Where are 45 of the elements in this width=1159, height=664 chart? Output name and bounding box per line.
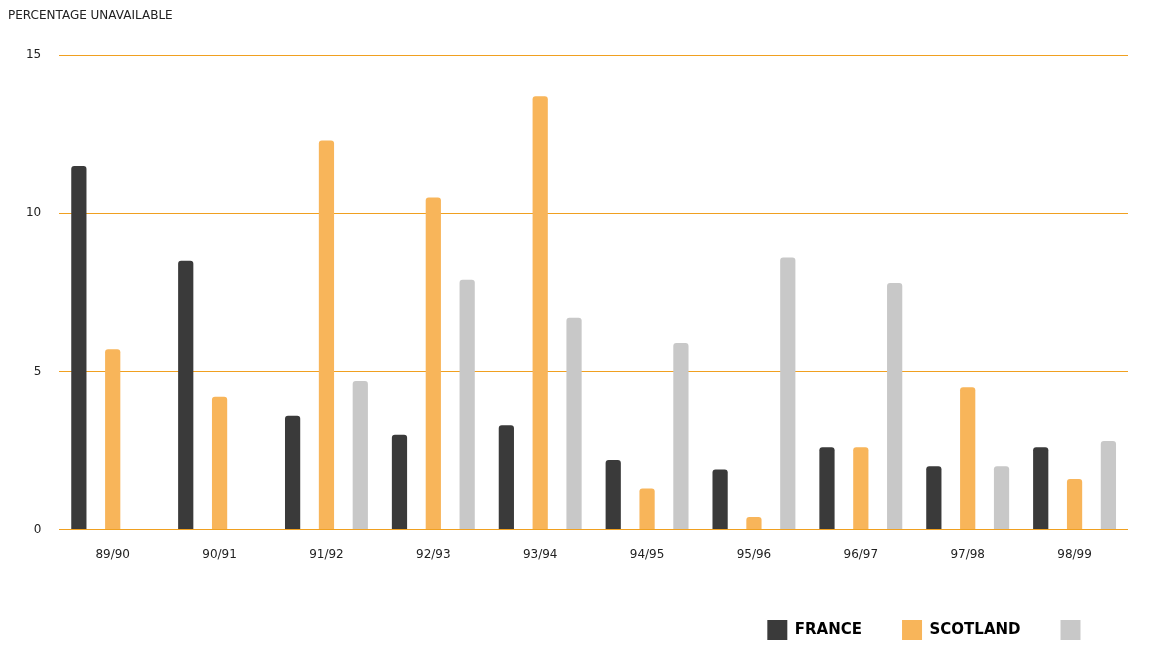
bar [71, 165, 87, 530]
bar [352, 380, 368, 530]
x-tick-label: 96/97 [843, 546, 879, 561]
bar [887, 282, 903, 530]
x-tick-label: 89/90 [95, 546, 130, 561]
x-tick-label: 93/94 [522, 546, 558, 561]
bar [1100, 441, 1117, 530]
x-tick-label: 90/91 [202, 546, 237, 561]
y-tick-label: 0 [33, 521, 42, 536]
y-tick-label: 15 [25, 47, 42, 62]
bar [746, 516, 762, 530]
bar [605, 460, 621, 530]
bar [498, 425, 514, 530]
bar [284, 415, 301, 530]
y-tick-label: 10 [25, 205, 42, 220]
bar [673, 343, 689, 530]
bar [993, 466, 1010, 530]
bar [105, 349, 121, 530]
bar [639, 488, 655, 530]
y-axis-title: PERCENTAGE UNAVAILABLE [8, 8, 174, 24]
bar [211, 396, 228, 530]
x-tick-label: 92/93 [416, 546, 451, 561]
bar [566, 317, 582, 530]
bar [318, 140, 335, 530]
bar [425, 197, 441, 530]
legend-label: FRANCE [794, 619, 863, 638]
bar [532, 96, 548, 530]
bar [853, 447, 869, 530]
bar [178, 260, 194, 530]
x-tick-label: 97/98 [950, 546, 985, 561]
bar [819, 447, 835, 530]
x-tick-label: 91/92 [309, 546, 344, 561]
bar [1066, 479, 1083, 530]
bar [780, 257, 796, 530]
bar [391, 434, 408, 530]
bar [1033, 447, 1049, 530]
bar [712, 469, 728, 530]
bar [459, 279, 475, 530]
bar [960, 387, 976, 530]
legend-label: SCOTLAND [929, 619, 1021, 638]
x-tick-label: 94/95 [629, 546, 665, 561]
x-tick-label: 95/96 [736, 546, 772, 561]
x-tick-label: 98/99 [1057, 546, 1092, 561]
y-tick-label: 5 [33, 363, 42, 378]
bar [926, 466, 942, 530]
